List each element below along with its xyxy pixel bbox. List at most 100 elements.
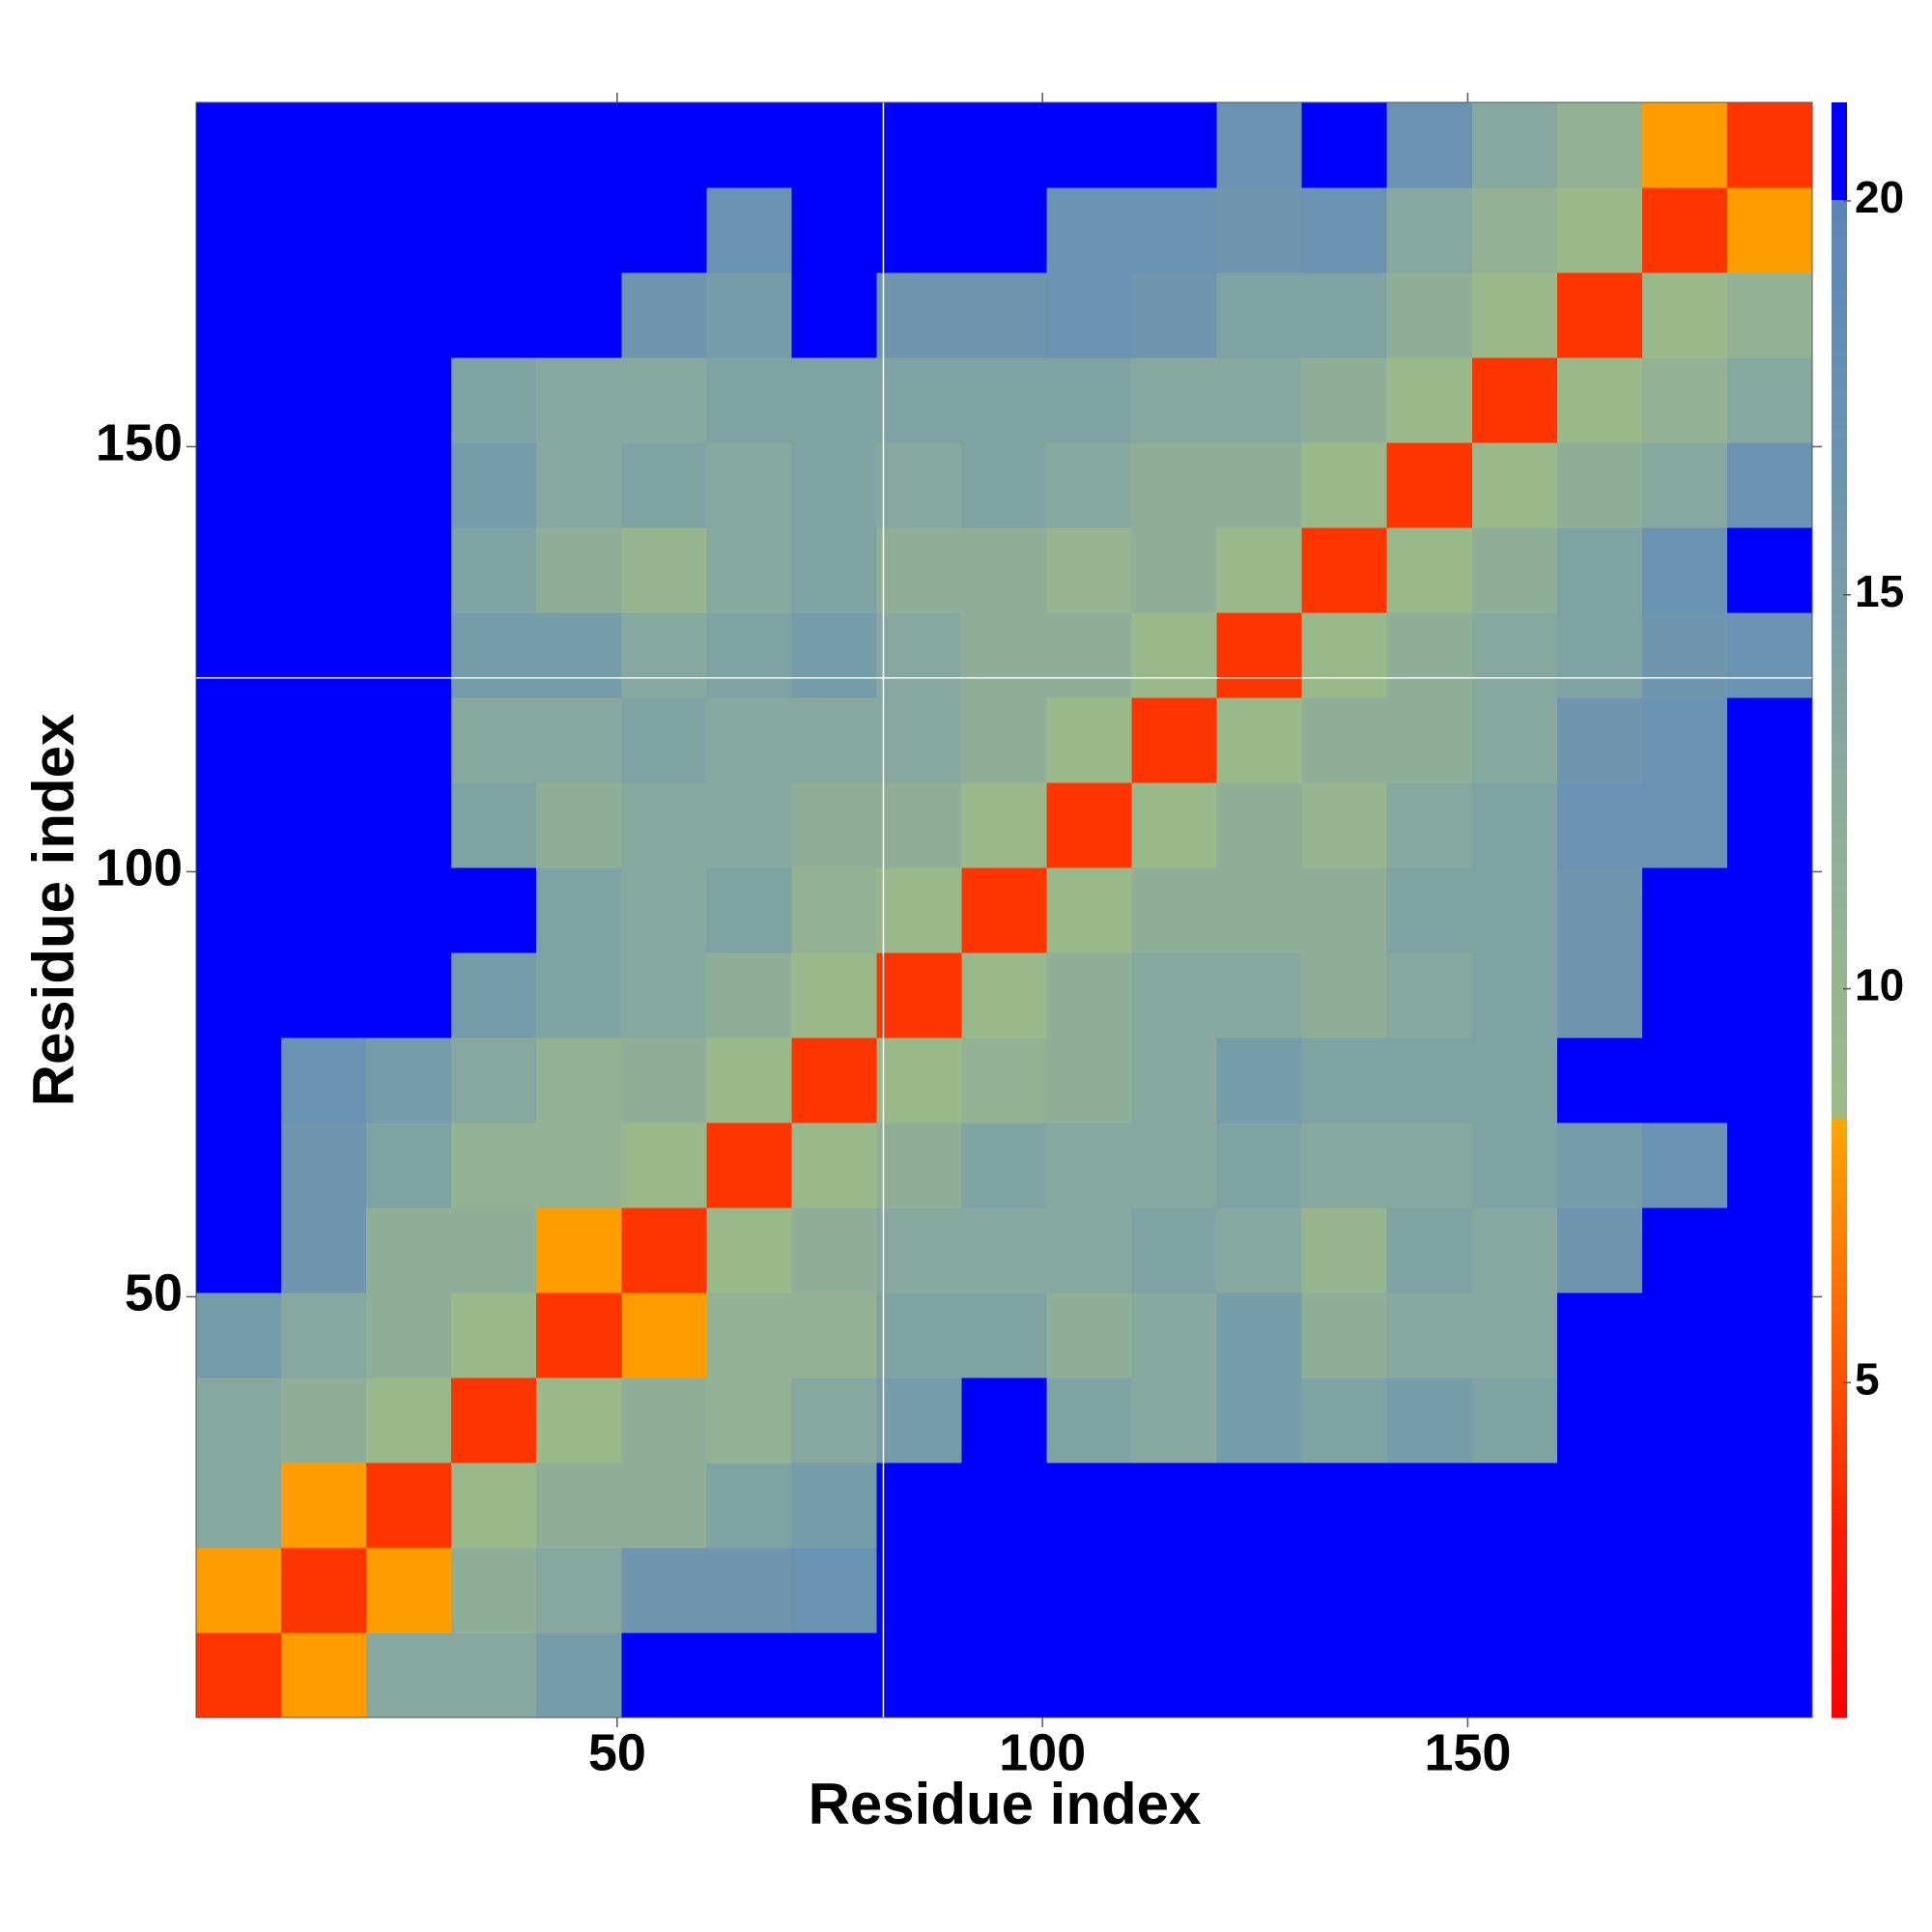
heatmap-cell	[706, 442, 792, 528]
heatmap-cell	[1046, 1378, 1133, 1463]
heatmap-cell	[706, 1122, 792, 1208]
heatmap-cell	[791, 952, 878, 1038]
colorbar-segment	[1832, 829, 1847, 836]
heatmap-cell	[1726, 1122, 1813, 1208]
heatmap-cell	[1046, 442, 1133, 528]
heatmap-cell	[281, 1463, 367, 1548]
heatmap-cell	[876, 1548, 963, 1634]
heatmap-cell	[706, 1208, 792, 1293]
heatmap-cell	[706, 357, 792, 443]
colorbar-tick-label: 5	[1855, 1354, 1880, 1405]
heatmap-cell	[791, 1378, 878, 1463]
colorbar-segment	[1832, 1491, 1847, 1498]
colorbar-segment	[1832, 1233, 1847, 1239]
heatmap-cell	[281, 272, 367, 358]
heatmap-cell	[1556, 782, 1643, 868]
colorbar-segment	[1832, 193, 1847, 200]
colorbar-segment	[1832, 624, 1847, 631]
heatmap-cell	[1726, 612, 1813, 698]
colorbar-segment	[1832, 1459, 1847, 1465]
colorbar-segment	[1832, 382, 1847, 388]
heatmap-cell	[961, 187, 1048, 273]
colorbar-segment	[1832, 1335, 1847, 1342]
heatmap-cell	[1386, 1463, 1473, 1548]
heatmap-cell	[791, 1293, 878, 1378]
colorbar-segment	[1832, 963, 1847, 970]
colorbar-segment	[1832, 387, 1847, 394]
heatmap-cell	[451, 442, 537, 528]
heatmap-cell	[1046, 1037, 1133, 1123]
heatmap-cell	[1046, 867, 1133, 953]
colorbar-segment	[1832, 425, 1847, 432]
colorbar-segment	[1832, 1157, 1847, 1164]
heatmap-cell	[196, 1378, 282, 1463]
colorbar-segment	[1832, 877, 1847, 884]
colorbar-segment	[1832, 166, 1847, 174]
heatmap-cell	[536, 527, 622, 613]
colorbar-segment	[1832, 925, 1847, 932]
colorbar-segment	[1832, 781, 1847, 787]
heatmap-cell	[1471, 1548, 1558, 1634]
heatmap-cell	[196, 697, 282, 783]
heatmap-cell	[621, 1548, 707, 1634]
colorbar-segment	[1832, 721, 1847, 728]
heatmap-cell	[876, 1633, 963, 1719]
heatmap-cell	[1046, 102, 1133, 188]
colorbar-segment	[1832, 1609, 1847, 1616]
colorbar-segment	[1832, 764, 1847, 771]
heatmap-cell	[366, 1633, 452, 1719]
heatmap-cell	[1216, 272, 1303, 358]
colorbar-segment	[1832, 350, 1847, 356]
colorbar-segment	[1832, 1378, 1847, 1385]
heatmap-cell	[621, 102, 707, 188]
heatmap-cell	[1556, 1378, 1643, 1463]
heatmap-cell	[1471, 1463, 1558, 1548]
heatmap-cell	[706, 272, 792, 358]
heatmap-cell	[366, 1122, 452, 1208]
colorbar-segment	[1832, 247, 1847, 254]
colorbar-segment	[1832, 1109, 1847, 1116]
colorbar-segment	[1832, 1216, 1847, 1223]
heatmap-cell	[451, 187, 537, 273]
colorbar-segment	[1832, 812, 1847, 819]
colorbar-segment	[1832, 511, 1847, 518]
heatmap-cell	[876, 612, 963, 698]
heatmap-cell	[281, 1633, 367, 1719]
colorbar-segment	[1832, 645, 1847, 653]
heatmap-cell	[1301, 187, 1388, 273]
colorbar-segment	[1832, 898, 1847, 906]
heatmap-cell	[1726, 187, 1813, 273]
heatmap-cell	[1216, 527, 1303, 613]
colorbar-segment	[1832, 823, 1847, 830]
heatmap-cell	[961, 697, 1048, 783]
heatmap-cell	[196, 1208, 282, 1293]
heatmap-cell	[196, 952, 282, 1038]
colorbar-segment	[1832, 1604, 1847, 1611]
colorbar-segment	[1832, 1023, 1847, 1030]
heatmap-cell	[621, 272, 707, 358]
colorbar-segment	[1832, 710, 1847, 717]
heatmap-cell	[876, 527, 963, 613]
heatmap-cell	[791, 1633, 878, 1719]
heatmap-cell	[1386, 1037, 1473, 1123]
heatmap-cell	[1641, 1037, 1728, 1123]
heatmap-cell	[1301, 697, 1388, 783]
colorbar-segment	[1832, 1243, 1847, 1250]
heatmap-cell	[1641, 527, 1728, 613]
heatmap-cell	[1471, 697, 1558, 783]
heatmap-cell	[1641, 1463, 1728, 1548]
colorbar-segment	[1832, 291, 1847, 298]
heatmap-cell	[1301, 867, 1388, 953]
colorbar-segment	[1832, 619, 1847, 626]
heatmap-cell	[366, 1208, 452, 1293]
heatmap-cell	[621, 1378, 707, 1463]
colorbar-segment	[1832, 333, 1847, 340]
colorbar-segment	[1832, 1120, 1847, 1126]
colorbar-segment	[1832, 936, 1847, 944]
heatmap-cell	[536, 1548, 622, 1634]
heatmap-cell	[621, 1463, 707, 1548]
colorbar-segment	[1832, 732, 1847, 739]
colorbar-segment	[1832, 1405, 1847, 1411]
heatmap-cell	[1641, 697, 1728, 783]
heatmap-cell	[876, 782, 963, 868]
